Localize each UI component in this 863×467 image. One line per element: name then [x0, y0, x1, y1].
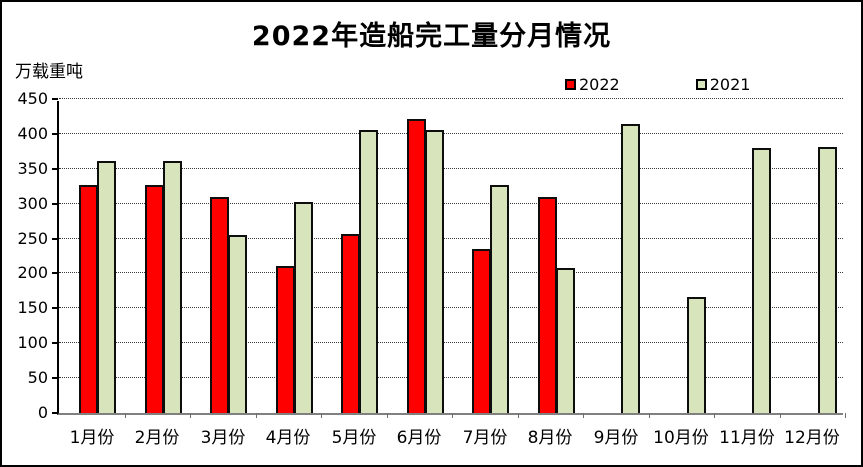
x-axis-tick [452, 413, 453, 418]
y-axis-tick-label: 250 [17, 229, 48, 248]
x-axis-tick [190, 413, 191, 418]
legend-item-2022: 2022 [565, 75, 620, 94]
y-axis-tick-label: 50 [27, 368, 48, 387]
y-axis-tick-label: 100 [17, 333, 48, 352]
chart-title: 2022年造船完工量分月情况 [251, 21, 612, 52]
x-axis-category-label: 3月份 [200, 428, 246, 448]
y-axis-tick [52, 203, 58, 205]
x-axis-category-label: 4月份 [265, 428, 311, 448]
gridline-250 [59, 238, 843, 239]
bar-2021-12月份 [818, 147, 837, 413]
y-axis-tick [52, 133, 58, 135]
legend-swatch-icon [565, 79, 576, 90]
x-axis-tick [714, 413, 715, 418]
x-axis-category-label: 5月份 [331, 428, 377, 448]
x-axis-category-label: 1月份 [69, 428, 115, 448]
gridline-350 [59, 168, 843, 169]
y-axis-tick [52, 238, 58, 240]
bar-2022-7月份 [472, 249, 491, 413]
gridline-450 [59, 98, 843, 99]
x-axis-category-label: 8月份 [527, 428, 573, 448]
y-axis-tick-label: 150 [17, 298, 48, 317]
bar-2022-1月份 [79, 185, 98, 413]
y-axis-tick [52, 412, 58, 414]
x-axis-category-label: 2月份 [134, 428, 180, 448]
y-axis-tick [52, 307, 58, 309]
plot-area: 450 400 350 300 250 200 150 100 50 0 1月份 2月份 3月份 4月份 5… [17, 91, 846, 448]
x-axis-tick [518, 413, 519, 418]
gridline-300 [59, 203, 843, 204]
y-axis-tick-label: 300 [17, 194, 48, 213]
bar-2021-5月份 [359, 130, 378, 413]
bar-2021-2月份 [163, 161, 182, 413]
y-axis-tick-label: 0 [37, 403, 48, 422]
gridline-150 [59, 307, 843, 308]
bar-2021-6月份 [425, 130, 444, 413]
legend-item-2021: 2021 [695, 75, 751, 94]
bar-2022-6月份 [407, 119, 426, 413]
bar-2021-9月份 [621, 124, 640, 413]
gridline-50 [59, 377, 843, 378]
x-axis-tick [125, 413, 126, 418]
x-axis-tick [583, 413, 584, 418]
x-axis-tick [256, 413, 257, 418]
gridline-200 [59, 272, 843, 273]
legend-label: 2021 [709, 75, 751, 94]
x-axis-tick [321, 413, 322, 418]
bar-2022-8月份 [538, 197, 557, 413]
x-axis-category-label: 10月份 [653, 428, 709, 448]
bar-2021-1月份 [97, 161, 116, 413]
y-axis-tick-label: 350 [17, 159, 48, 178]
x-axis-category-label: 11月份 [719, 428, 775, 448]
bar-2021-8月份 [556, 268, 575, 413]
x-axis-category-label: 12月份 [784, 428, 840, 448]
bar-2021-4月份 [294, 202, 313, 413]
bar-2021-10月份 [687, 297, 706, 413]
y-axis-tick [52, 98, 58, 100]
x-axis-category-label: 7月份 [462, 428, 508, 448]
bar-2022-4月份 [276, 266, 295, 413]
y-axis-tick [52, 377, 58, 379]
bar-2022-5月份 [341, 234, 360, 413]
bar-2022-3月份 [210, 197, 229, 413]
legend-swatch-icon [695, 79, 707, 90]
y-axis-tick [52, 168, 58, 170]
legend-label: 2022 [579, 75, 620, 94]
y-axis-unit-label: 万载重吨 [15, 62, 83, 82]
bar-2021-3月份 [228, 235, 247, 413]
y-axis-tick [52, 342, 58, 344]
x-axis-category-label: 6月份 [396, 428, 442, 448]
x-axis-tick [649, 413, 650, 418]
gridline-400 [59, 133, 843, 134]
x-axis-tick [387, 413, 388, 418]
bar-2022-2月份 [145, 185, 164, 413]
gridline-100 [59, 342, 843, 343]
x-axis-category-label: 9月份 [593, 428, 639, 448]
bar-2021-11月份 [752, 148, 771, 413]
x-axis-tick [780, 413, 781, 418]
y-axis-tick-label: 450 [17, 89, 48, 108]
y-axis-tick-label: 200 [17, 263, 48, 282]
x-axis-tick [845, 413, 846, 418]
y-axis-tick [52, 272, 58, 274]
bar-2021-7月份 [490, 185, 509, 413]
y-axis-tick-label: 400 [17, 124, 48, 143]
legend: 2022 2021 [565, 75, 750, 94]
